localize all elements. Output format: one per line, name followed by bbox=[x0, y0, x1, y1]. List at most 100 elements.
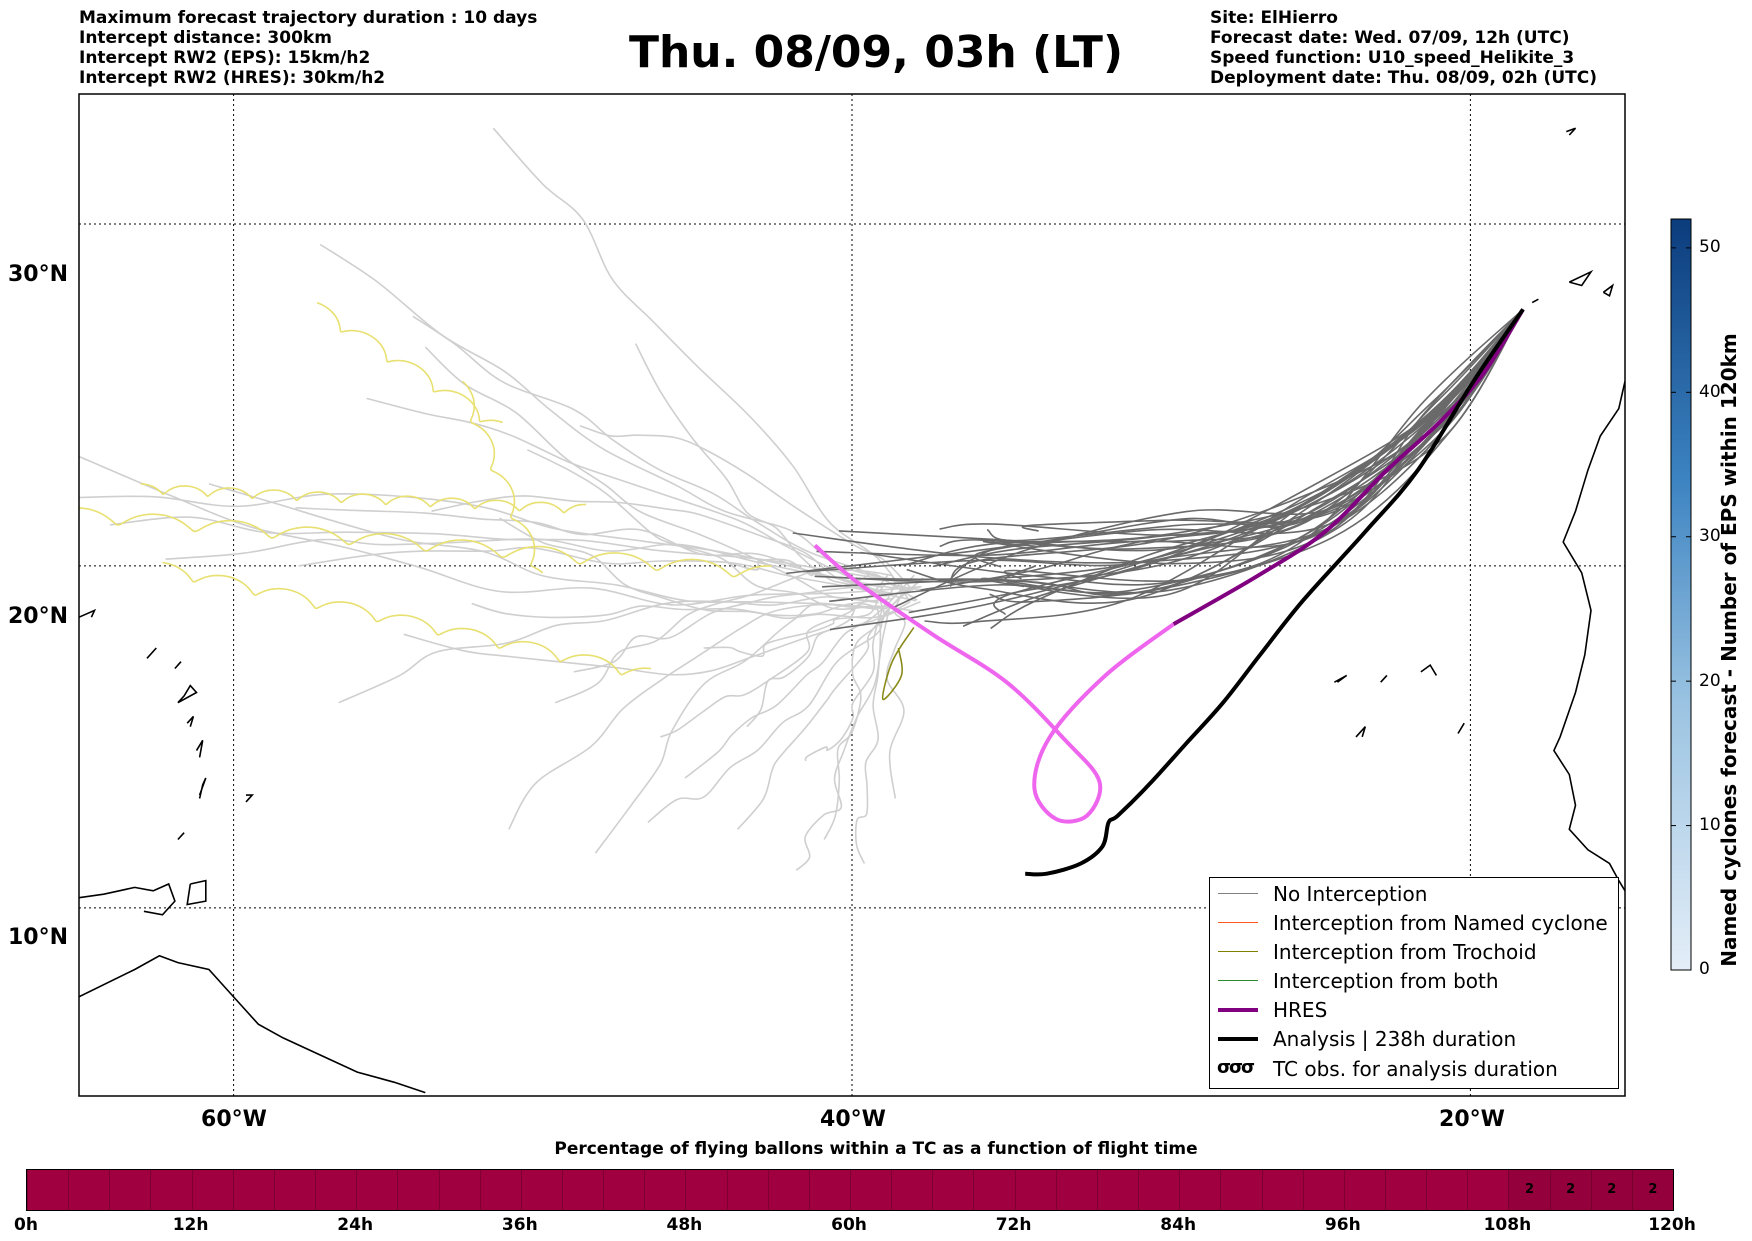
legend-label: TC obs. for analysis duration bbox=[1273, 1057, 1558, 1081]
eps-trajectory-light bbox=[634, 343, 914, 595]
eps-trajectory-light bbox=[338, 596, 879, 704]
eps-trajectory-light bbox=[165, 538, 912, 592]
coastline bbox=[195, 739, 204, 758]
strip-cell bbox=[644, 1170, 685, 1210]
analysis-line bbox=[1025, 308, 1525, 877]
eps-trajectory-light bbox=[499, 517, 911, 620]
strip-cell bbox=[397, 1170, 438, 1210]
coastline bbox=[1420, 663, 1438, 676]
eps-trajectory-light bbox=[746, 603, 889, 728]
legend-item-named-cyclone: Interception from Named cyclone bbox=[1210, 909, 1618, 938]
strip-cell bbox=[1055, 1170, 1097, 1210]
eps-trajectory-light bbox=[298, 546, 917, 602]
coastlines bbox=[79, 127, 1625, 1094]
header-right: Site: ElHierro Forecast date: Wed. 07/09… bbox=[1210, 8, 1597, 88]
strip-tick-label: 84h bbox=[1160, 1215, 1197, 1235]
header-left: Maximum forecast trajectory duration : 1… bbox=[79, 8, 537, 88]
eps-trajectory-light bbox=[492, 127, 910, 601]
trochoid-trajectory bbox=[140, 483, 587, 514]
coastline bbox=[79, 882, 176, 916]
coastline bbox=[1602, 283, 1615, 297]
lat-label-20n: 20°N bbox=[8, 604, 69, 629]
strip-cell bbox=[315, 1170, 356, 1210]
coastline bbox=[177, 684, 198, 704]
strip-cell bbox=[479, 1170, 521, 1210]
eps-trajectory-dark bbox=[949, 308, 1524, 588]
strip-cell bbox=[1302, 1170, 1344, 1210]
eps-trajectory-dark bbox=[980, 308, 1524, 595]
header-left-line: Maximum forecast trajectory duration : 1… bbox=[79, 8, 538, 28]
eps-trajectory-light bbox=[703, 599, 879, 658]
coastline bbox=[186, 879, 207, 906]
coastline bbox=[1568, 269, 1594, 287]
tc-symbol-icon: σσσ bbox=[1217, 1057, 1255, 1078]
eps-trajectory-light bbox=[823, 583, 886, 840]
coastline bbox=[186, 715, 195, 727]
eps-trajectory-light bbox=[647, 577, 924, 824]
eps-trajectory-light bbox=[319, 243, 901, 583]
legend-label: HRES bbox=[1273, 998, 1328, 1022]
legend-swatch bbox=[1218, 951, 1258, 952]
colorbar-ticks bbox=[1671, 247, 1691, 971]
eps-trajectory-light bbox=[79, 455, 922, 606]
strip-cell bbox=[808, 1170, 850, 1210]
eps-trajectory-light bbox=[431, 495, 888, 594]
legend-item-trochoid: Interception from Trochoid bbox=[1210, 938, 1618, 967]
map-frame bbox=[78, 93, 1626, 1097]
header-right-line: Deployment date: Thu. 08/09, 02h (UTC) bbox=[1210, 68, 1597, 88]
eps-trajectory-light bbox=[660, 574, 889, 738]
legend-swatch bbox=[1218, 893, 1258, 894]
header-right-line: Site: ElHierro bbox=[1210, 8, 1338, 28]
strip-cell bbox=[438, 1170, 480, 1210]
eps-trajectory-light bbox=[295, 507, 884, 589]
legend-label: No Interception bbox=[1273, 882, 1428, 906]
eps-trajectory-dark bbox=[1003, 308, 1524, 583]
eps-trajectory-light bbox=[208, 483, 881, 609]
strip-cell bbox=[973, 1170, 1014, 1210]
eps-trajectory-light bbox=[804, 581, 898, 762]
legend-label: Interception from Trochoid bbox=[1273, 940, 1537, 964]
coastline bbox=[177, 832, 185, 841]
colorbar-title: Named cyclones forecast - Number of EPS … bbox=[1717, 333, 1741, 967]
strip-tick-label: 72h bbox=[995, 1215, 1032, 1235]
colorbar-gradient bbox=[1670, 218, 1692, 971]
strip-cell bbox=[1014, 1170, 1056, 1210]
eps-trajectory-dark bbox=[939, 308, 1524, 550]
trochoid-trajectory bbox=[316, 301, 503, 424]
strip-cell bbox=[109, 1170, 150, 1210]
lon-label-20w: 20°W bbox=[1439, 1107, 1505, 1132]
header-left-line: Intercept RW2 (HRES): 30km/h2 bbox=[79, 68, 386, 88]
header-left-line: Intercept distance: 300km bbox=[79, 28, 332, 48]
strip-tick-label: 36h bbox=[501, 1215, 538, 1235]
header-right-line: Speed function: U10_speed_Helikite_3 bbox=[1210, 48, 1575, 68]
legend-swatch bbox=[1218, 1037, 1258, 1041]
eps-trajectory-dark bbox=[989, 308, 1524, 603]
strip-cell bbox=[68, 1170, 109, 1210]
strip-tick-label: 0h bbox=[14, 1215, 38, 1235]
trochoid-trajectory bbox=[79, 507, 772, 578]
colorbar-tick-label: 20 bbox=[1699, 671, 1721, 691]
coastline bbox=[1457, 722, 1465, 734]
strip-cell: 2 bbox=[1508, 1170, 1550, 1210]
coastline bbox=[1380, 674, 1388, 683]
coastline bbox=[1552, 381, 1625, 892]
eps-trajectory-light bbox=[684, 574, 915, 779]
strip-cell bbox=[1220, 1170, 1261, 1210]
legend-label: Interception from Named cyclone bbox=[1273, 911, 1608, 935]
eps-trajectories-light bbox=[79, 127, 924, 871]
strip-title: Percentage of flying ballons within a TC… bbox=[554, 1139, 1198, 1159]
colorbar-tick-label: 40 bbox=[1699, 382, 1721, 402]
coastline bbox=[245, 794, 255, 803]
strip-cell: 2 bbox=[1590, 1170, 1632, 1210]
legend-swatch bbox=[1218, 922, 1258, 923]
strip-cell bbox=[1384, 1170, 1426, 1210]
eps-trajectory-light bbox=[424, 346, 878, 602]
strip-cell: 2 bbox=[1631, 1170, 1673, 1210]
coastline bbox=[1355, 726, 1367, 738]
eps-trajectory-dark bbox=[973, 308, 1524, 568]
map-legend: No Interception Interception from Named … bbox=[1209, 877, 1619, 1089]
legend-item-tc-obs: σσσ TC obs. for analysis duration bbox=[1210, 1055, 1618, 1084]
